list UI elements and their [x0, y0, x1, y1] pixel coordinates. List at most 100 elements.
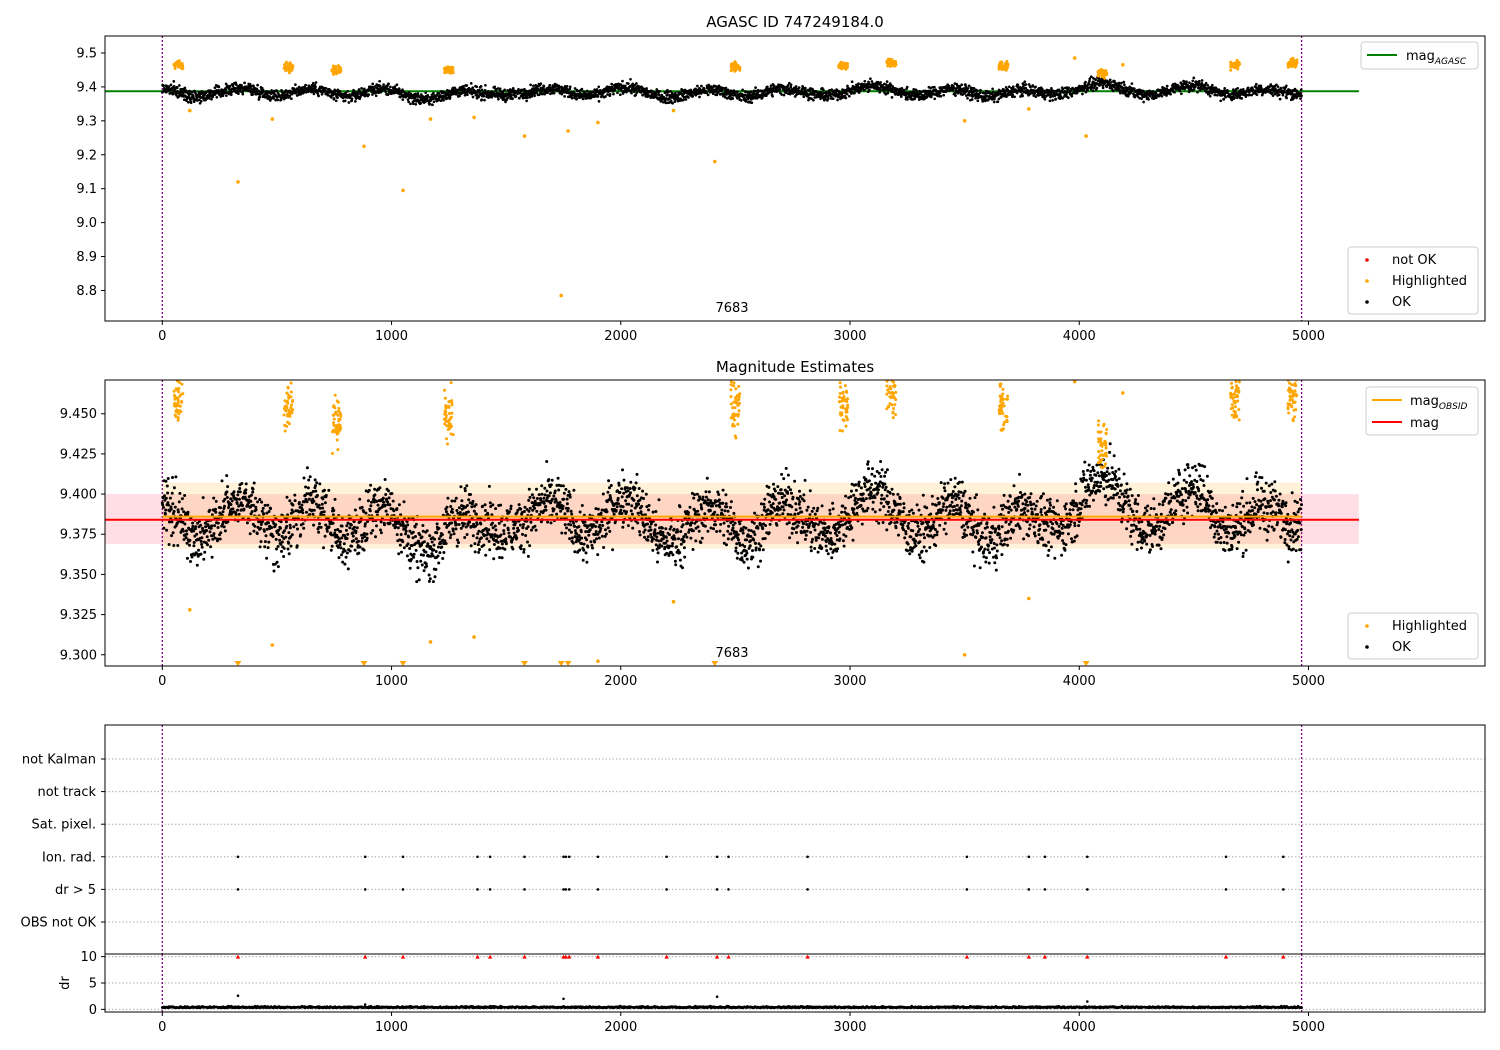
- ok-point: [284, 520, 288, 524]
- highlighted-point: [362, 144, 366, 149]
- ok-point: [257, 98, 261, 101]
- ok-point: [1284, 84, 1288, 88]
- ok-point: [983, 92, 986, 95]
- ok-point: [625, 90, 628, 94]
- ok-point: [960, 83, 964, 87]
- ok-point: [717, 91, 720, 94]
- ok-point: [165, 528, 169, 532]
- ok-point: [1224, 95, 1227, 99]
- ok-point: [529, 83, 532, 87]
- ok-point: [163, 512, 167, 516]
- ok-point: [496, 87, 500, 90]
- ok-point: [1113, 79, 1116, 83]
- y-tick-label: 8.9: [76, 250, 97, 265]
- ok-point: [369, 531, 373, 535]
- ok-point: [831, 97, 835, 101]
- ok-point: [258, 498, 262, 501]
- ok-point: [330, 533, 334, 537]
- ok-point: [661, 100, 665, 104]
- ok-point: [640, 85, 644, 89]
- ok-point: [962, 87, 966, 90]
- ok-point: [401, 88, 404, 92]
- ok-point: [282, 555, 286, 558]
- ok-point: [1126, 94, 1130, 98]
- ok-point: [379, 531, 383, 535]
- ok-point: [311, 81, 315, 85]
- highlighted-point: [887, 58, 891, 62]
- ok-point: [1101, 86, 1105, 90]
- highlighted-point: [1002, 65, 1006, 69]
- ok-point: [383, 523, 386, 527]
- ok-point: [958, 85, 962, 89]
- ok-point: [437, 91, 441, 95]
- ok-point: [265, 511, 269, 515]
- ok-point: [621, 79, 624, 83]
- ok-point: [929, 86, 933, 90]
- ok-point: [434, 97, 438, 100]
- ok-point: [997, 97, 1001, 101]
- ok-point: [362, 532, 366, 535]
- ok-point: [358, 545, 362, 549]
- ok-point: [258, 95, 262, 99]
- highlighted-point: [330, 68, 334, 72]
- ok-point: [229, 497, 233, 501]
- ok-point: [295, 544, 299, 548]
- ok-point: [305, 466, 309, 470]
- ok-point: [219, 531, 223, 535]
- ok-point: [480, 98, 484, 102]
- ok-point: [177, 500, 181, 504]
- ok-point: [304, 485, 308, 489]
- ok-point: [203, 521, 207, 525]
- ok-point: [251, 93, 255, 96]
- ok-point: [1129, 91, 1133, 95]
- ok-point: [1097, 77, 1101, 80]
- ok-point: [835, 88, 838, 91]
- ok-point: [978, 91, 982, 95]
- ok-point: [689, 88, 693, 92]
- ok-point: [326, 93, 330, 97]
- ok-point: [640, 91, 643, 94]
- ok-point: [365, 532, 369, 536]
- ok-point: [580, 87, 584, 91]
- ok-point: [341, 560, 345, 564]
- ok-point: [267, 521, 270, 525]
- ok-point: [1250, 93, 1253, 97]
- ok-point: [277, 528, 281, 532]
- ok-point: [216, 521, 220, 525]
- ok-point: [161, 503, 165, 507]
- x-tick-label: 3000: [833, 329, 866, 344]
- ok-point: [254, 496, 257, 500]
- ok-point: [789, 85, 793, 89]
- ok-point: [830, 88, 834, 92]
- ok-point: [278, 538, 282, 542]
- ok-point: [249, 493, 253, 497]
- ok-point: [671, 101, 674, 105]
- top-legend-mag: magAGASC: [1360, 41, 1479, 70]
- ok-point: [363, 535, 367, 538]
- ok-point: [264, 95, 268, 99]
- ok-point: [964, 83, 967, 86]
- ok-point: [879, 81, 882, 84]
- ok-point: [389, 85, 392, 89]
- highlighted-point: [997, 63, 1001, 67]
- ok-point: [280, 534, 284, 538]
- ok-point: [856, 88, 859, 92]
- highlighted-point: [1230, 65, 1234, 69]
- highlighted-point: [998, 67, 1002, 70]
- ok-point: [1180, 92, 1183, 96]
- ok-point: [360, 505, 364, 509]
- ok-point: [627, 82, 630, 85]
- ok-point: [1215, 93, 1219, 97]
- ok-point: [350, 97, 354, 101]
- ok-point: [241, 503, 244, 507]
- ok-point: [475, 85, 479, 89]
- ok-point: [166, 501, 170, 505]
- ok-point: [951, 89, 955, 92]
- ok-point: [208, 508, 212, 512]
- ok-point: [243, 81, 246, 85]
- ok-point: [353, 91, 357, 95]
- ok-point: [259, 526, 263, 530]
- highlighted-point: [729, 62, 733, 66]
- ok-point: [730, 93, 733, 97]
- ok-point: [813, 93, 816, 97]
